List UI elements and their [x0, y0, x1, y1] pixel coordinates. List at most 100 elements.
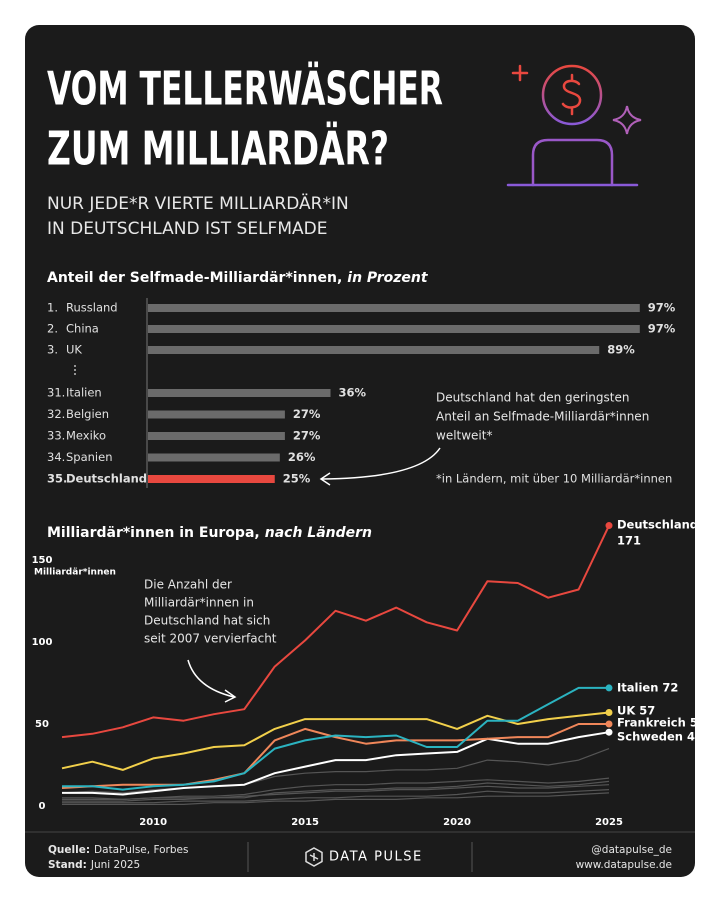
end-point: [605, 709, 613, 717]
background-line: [61, 748, 610, 794]
annotation: Die Anzahl der: [144, 578, 232, 592]
category-label: UK: [66, 343, 82, 357]
footnote: *in Ländern, mit über 10 Milliardär*inne…: [436, 472, 672, 486]
rank-label: 34.: [47, 450, 65, 464]
rank-label: 2.: [47, 322, 58, 336]
rank-label: 33.: [47, 429, 65, 443]
category-label: China: [66, 322, 99, 336]
end-value-label: 171: [617, 534, 641, 548]
handle: @datapulse_de: [591, 844, 672, 856]
logo-icon: [305, 847, 323, 867]
category-label: Russland: [66, 301, 118, 315]
source: Quelle: DataPulse, Forbes: [48, 844, 188, 856]
card: [25, 25, 695, 877]
value-label: 27%: [293, 407, 321, 421]
value-label: 26%: [288, 450, 316, 464]
end-point: [605, 720, 613, 728]
end-value-label: 50: [690, 716, 706, 730]
bar: [148, 304, 640, 312]
chart-title: Anteil der Selfmade-Milliardär*innen, in …: [47, 270, 429, 286]
icon: [506, 64, 642, 187]
value-label: 27%: [293, 429, 321, 443]
rank-label: 1.: [47, 301, 58, 315]
bar: [148, 325, 640, 333]
chart-title-emphasis: nach Ländern: [265, 525, 372, 541]
annotation: Milliardär*innen in: [144, 596, 254, 610]
series-line: [61, 525, 610, 739]
legend-label: Deutschland: [617, 518, 698, 532]
rank-label: 3.: [47, 343, 58, 357]
series-line: [61, 711, 610, 771]
annotation: Deutschland hat den geringsten: [436, 391, 629, 405]
end-value-label: 45: [687, 730, 703, 744]
bar: [148, 453, 280, 462]
series-line: [61, 723, 609, 789]
annotation: seit 2007 vervierfacht: [144, 632, 277, 646]
y-tick-label: 0: [39, 801, 46, 812]
title: VOM TELLERWÄSCHER: [47, 62, 443, 116]
category-label: Italien: [66, 386, 102, 400]
bar: [148, 410, 285, 419]
subtitle: IN DEUTSCHLAND IST SELFMADE: [47, 219, 327, 239]
end-point: [605, 522, 613, 530]
source-text: DataPulse, Forbes: [94, 844, 188, 856]
annotation: weltweit*: [436, 429, 492, 443]
legend-label: Schweden: [617, 730, 683, 744]
annotation: Anteil an Selfmade-Milliardär*innen: [436, 410, 649, 424]
x-tick-label: 2025: [595, 817, 623, 828]
category-label: Deutschland: [66, 472, 147, 486]
gap-dots: [74, 365, 76, 375]
legend-label: Frankreich: [617, 716, 686, 730]
legend-label: UK: [617, 704, 636, 718]
annotation-arrowhead: [319, 472, 331, 486]
chart-title-emphasis: in Prozent: [347, 270, 429, 286]
annotation-arrow: [321, 447, 441, 480]
chart-title-text: Milliardär*innen in Europa,: [47, 525, 260, 541]
y-axis-label: Milliardär*innen: [34, 568, 116, 578]
series-line: [62, 686, 609, 791]
rank-label: 31.: [47, 386, 65, 400]
subtitle: NUR JEDE*R VIERTE MILLIARDÄR*IN: [47, 193, 349, 214]
website: www.datapulse.de: [576, 859, 672, 871]
x-tick-label: 2010: [139, 817, 167, 828]
bar: [148, 475, 275, 483]
date-text: Juni 2025: [90, 859, 140, 871]
background-line: [62, 784, 610, 800]
category-label: Mexiko: [66, 429, 106, 443]
end-point: [605, 684, 613, 692]
end-value-label: 57: [639, 704, 655, 718]
annotation: Deutschland hat sich: [144, 614, 270, 628]
value-label: 25%: [283, 472, 311, 486]
bar: [148, 346, 600, 354]
value-label: 89%: [607, 343, 635, 357]
brand: DATA PULSE: [329, 850, 423, 865]
source-label: Quelle:: [48, 844, 90, 856]
date: Stand: Juni 2025: [48, 859, 140, 871]
series-line: [62, 731, 610, 796]
value-label: 97%: [648, 301, 676, 315]
annotation-arrow: [187, 659, 235, 698]
y-tick-label: 150: [32, 555, 53, 566]
title: ZUM MILLIARDÄR?: [47, 122, 389, 176]
y-tick-label: 50: [35, 719, 49, 730]
x-tick-label: 2015: [291, 817, 319, 828]
background-line: [62, 780, 610, 802]
background-line: [62, 792, 610, 805]
y-tick-label: 100: [32, 637, 53, 648]
date-label: Stand:: [48, 859, 87, 871]
category-label: Belgien: [66, 407, 109, 421]
chart-title-text: Anteil der Selfmade-Milliardär*innen,: [47, 270, 342, 286]
rank-label: 35.: [47, 472, 67, 486]
end-value-label: 72: [662, 681, 678, 695]
background-line: [62, 789, 610, 804]
end-point: [605, 728, 613, 736]
bar: [148, 432, 285, 440]
rank-label: 32.: [47, 407, 65, 421]
value-label: 36%: [339, 386, 367, 400]
category-label: Spanien: [66, 450, 113, 464]
x-tick-label: 2020: [443, 817, 471, 828]
value-label: 97%: [648, 322, 676, 336]
legend-label: Italien: [617, 681, 658, 695]
annotation-arrowhead: [224, 689, 237, 703]
